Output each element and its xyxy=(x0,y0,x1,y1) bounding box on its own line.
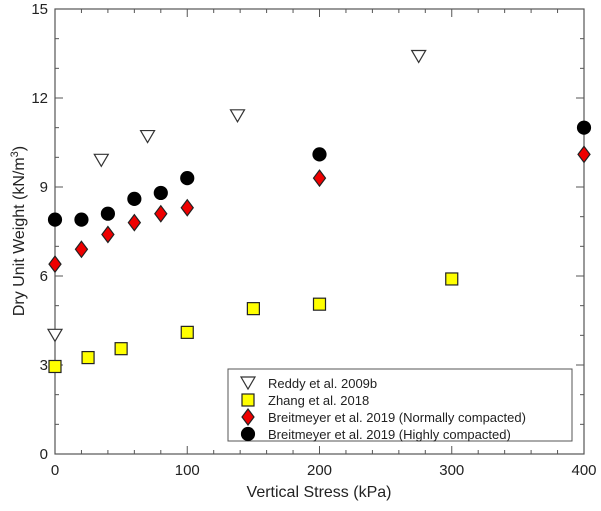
series-1 xyxy=(46,49,427,343)
data-point-circle xyxy=(180,171,195,186)
data-point-diamond xyxy=(74,240,89,259)
y-axis-label: Dry Unit Weight (kN/m3) xyxy=(9,146,28,316)
data-point-circle xyxy=(576,120,592,135)
x-tick-label: 100 xyxy=(175,462,200,479)
legend-marker-square xyxy=(241,393,255,407)
x-tick-label: 200 xyxy=(307,462,332,479)
legend-marker-triangle-down xyxy=(239,376,257,391)
legend-label: Breitmeyer et al. 2019 (Highly compacted… xyxy=(268,427,511,442)
data-point-circle xyxy=(74,212,89,227)
data-point-triangle-down xyxy=(410,49,427,64)
series-2 xyxy=(48,272,459,374)
plot-frame xyxy=(54,8,585,455)
data-point-diamond xyxy=(312,169,327,188)
legend-label: Reddy et al. 2009b xyxy=(268,376,377,391)
y-tick-label: 0 xyxy=(40,446,48,463)
data-point-triangle-down xyxy=(139,129,156,144)
axis-ticks xyxy=(54,8,585,455)
data-point-square xyxy=(48,359,62,374)
data-point-square xyxy=(114,342,128,356)
x-axis-label: Vertical Stress (kPa) xyxy=(247,484,392,501)
y-tick-label: 9 xyxy=(40,179,48,196)
x-tick-label: 400 xyxy=(571,462,596,479)
legend-marker-circle xyxy=(240,426,256,442)
data-point-diamond xyxy=(48,255,62,274)
data-point-diamond xyxy=(154,204,168,223)
data-point-circle xyxy=(153,185,168,201)
data-point-circle xyxy=(47,212,63,227)
data-point-square xyxy=(180,325,194,339)
y-tick-label: 15 xyxy=(31,1,48,18)
data-point-square xyxy=(246,302,260,316)
legend: Reddy et al. 2009b Zhang et al. 2018 Breit… xyxy=(227,368,573,442)
legend-label: Breitmeyer et al. 2019 (Normally compact… xyxy=(268,410,526,425)
tick-labels: 0 100 200 300 400 0 3 6 9 12 15 xyxy=(31,1,596,479)
data-point-diamond xyxy=(180,198,194,217)
legend-marker-diamond xyxy=(241,408,255,426)
data-point-diamond xyxy=(101,225,115,244)
data-point-circle xyxy=(100,206,116,221)
series-4 xyxy=(47,120,592,227)
data-point-circle xyxy=(127,191,142,206)
x-tick-label: 300 xyxy=(439,462,464,479)
y-tick-label: 12 xyxy=(31,90,48,107)
data-point-square xyxy=(312,297,327,311)
data-point-diamond xyxy=(127,213,142,232)
data-marks xyxy=(46,49,592,374)
y-tick-label: 6 xyxy=(40,268,48,285)
x-tick-label: 0 xyxy=(51,462,59,479)
legend-box xyxy=(227,368,573,442)
series-3 xyxy=(48,145,591,274)
data-point-square xyxy=(81,350,95,365)
data-point-triangle-down xyxy=(46,328,64,343)
data-point-triangle-down xyxy=(229,109,246,123)
y-tick-label: 3 xyxy=(40,357,48,374)
data-point-circle xyxy=(312,147,327,162)
data-point-square xyxy=(445,272,459,286)
legend-label: Zhang et al. 2018 xyxy=(268,393,369,408)
data-point-triangle-down xyxy=(93,153,110,168)
data-point-diamond xyxy=(577,145,591,164)
